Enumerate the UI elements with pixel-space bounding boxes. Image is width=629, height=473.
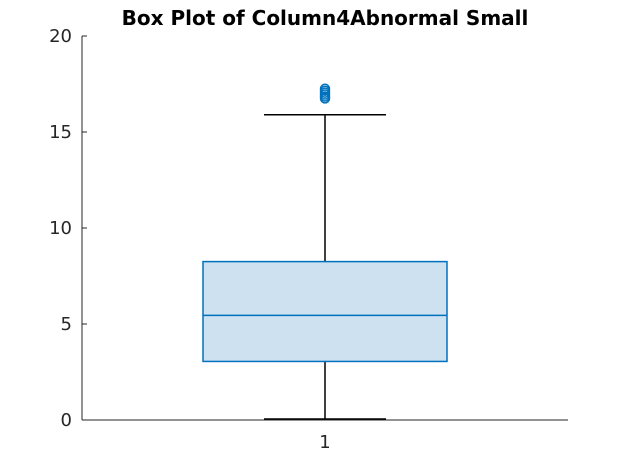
y-tick-label: 20: [49, 26, 72, 47]
x-tick-label: 1: [319, 432, 330, 453]
y-tick-label: 5: [61, 314, 72, 335]
outlier-point: [319, 83, 331, 95]
y-tick-label: 10: [49, 218, 72, 239]
plot-area: [202, 83, 448, 420]
axes: 0 5 10 15 20 1: [49, 26, 568, 453]
y-tick-label: 15: [49, 122, 72, 143]
iqr-box: [202, 260, 448, 363]
chart-title: Box Plot of Column4Abnormal Small: [122, 6, 529, 30]
box-group: [202, 83, 448, 420]
y-tick-label: 0: [61, 410, 72, 431]
